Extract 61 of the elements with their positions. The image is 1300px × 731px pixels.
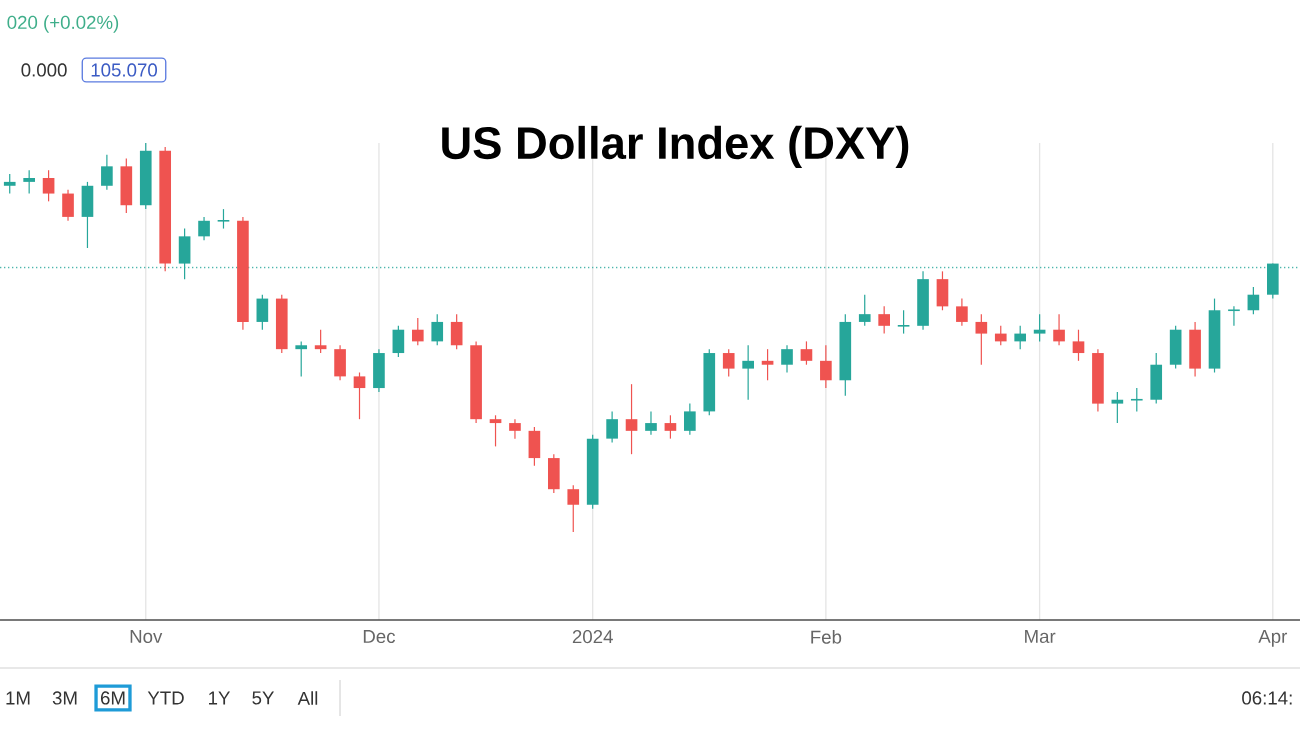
candlestick: [1053, 313, 1065, 346]
candlestick: [742, 344, 754, 401]
candlestick: [761, 348, 774, 381]
text: 105.070: [91, 63, 158, 77]
candlestick: [878, 305, 890, 335]
candlestick: [353, 371, 366, 420]
text: 0.000: [21, 63, 67, 77]
candlestick: [450, 313, 463, 350]
candlestick: [3, 173, 16, 195]
candlestick: [411, 317, 424, 346]
candlestick: [567, 484, 580, 533]
text: 020 (+0.02%): [7, 15, 119, 33]
candlestick: [101, 154, 113, 191]
text: 6M: [100, 691, 125, 705]
candlestick: [800, 340, 813, 366]
candlestick: [489, 414, 502, 448]
candlestick: [1033, 313, 1046, 342]
x-tick-label: Nov: [130, 630, 163, 644]
chart-title: US Dollar Index (DXY): [442, 125, 909, 169]
candlestick: [431, 313, 444, 346]
text: 3M: [52, 691, 77, 705]
x-tick-label: Apr: [1258, 630, 1288, 647]
candlestick: [1111, 391, 1124, 424]
x-tick-label: Mar: [1025, 630, 1056, 644]
candlestick: [1072, 329, 1085, 362]
candlestick: [295, 340, 308, 377]
candlestick: [722, 348, 735, 377]
candlestick: [606, 410, 618, 444]
candlestick: [42, 169, 55, 202]
candlestick: [23, 169, 35, 195]
candlestick: [664, 414, 677, 440]
candlestick: [625, 383, 638, 455]
candlestick: [684, 403, 696, 436]
text: 1M: [6, 691, 30, 705]
text: 06:14:: [1242, 691, 1292, 705]
x-tick-label: Dec: [363, 630, 396, 644]
candlestick: [1247, 286, 1260, 315]
candlestick: [781, 344, 793, 374]
candlestick: [314, 329, 327, 354]
text: 1Y: [209, 691, 231, 705]
candlestick: [1014, 325, 1027, 350]
text: All: [297, 691, 318, 705]
candlestick: [1227, 305, 1241, 327]
candlestick: [198, 216, 210, 241]
candlestick: [216, 208, 231, 230]
candlestick: [256, 294, 269, 331]
text: 5Y: [252, 691, 275, 705]
x-tick-label: Feb: [811, 630, 842, 644]
text: YTD: [147, 691, 184, 705]
candlestick: [896, 309, 911, 335]
candlestick: [994, 325, 1007, 346]
x-tick-label: 2024: [572, 630, 613, 644]
candlestick: [975, 313, 988, 366]
candlestick: [820, 344, 832, 389]
candlestick: [1130, 387, 1144, 412]
candlestick: [62, 189, 74, 222]
candlestick: [858, 294, 871, 327]
candlestick: [392, 325, 405, 358]
candlestick: [645, 410, 657, 436]
candlestick: [509, 418, 521, 440]
candlestick: [956, 297, 968, 327]
